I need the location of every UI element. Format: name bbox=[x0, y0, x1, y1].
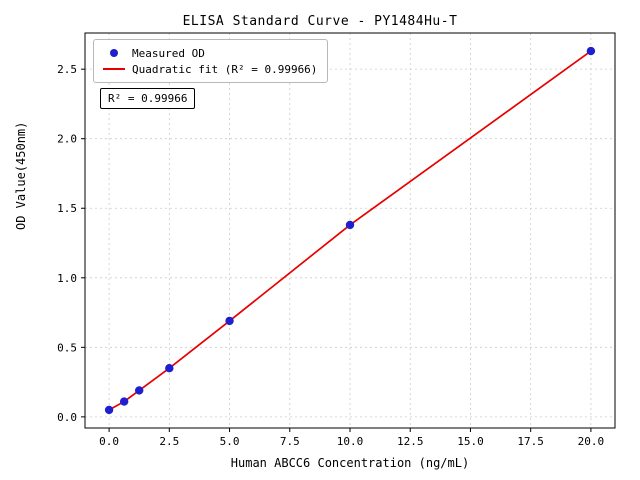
x-axis-label: Human ABCC6 Concentration (ng/mL) bbox=[230, 456, 470, 470]
y-tick-label: 1.5 bbox=[57, 202, 77, 215]
x-tick-label: 17.5 bbox=[517, 435, 544, 448]
legend-label-measured-od: Measured OD bbox=[132, 46, 205, 60]
x-tick-label: 10.0 bbox=[337, 435, 364, 448]
chart-title: ELISA Standard Curve - PY1484Hu-T bbox=[182, 14, 458, 29]
x-tick-label: 15.0 bbox=[457, 435, 484, 448]
data-point bbox=[345, 220, 355, 230]
x-tick-label: 7.5 bbox=[280, 435, 300, 448]
x-tick-label: 0.0 bbox=[99, 435, 119, 448]
x-tick-label: 2.5 bbox=[159, 435, 179, 448]
data-point bbox=[225, 316, 234, 326]
y-axis-label: OD Value(450nm) bbox=[14, 121, 28, 230]
data-point bbox=[586, 46, 596, 56]
y-tick-label: 0.5 bbox=[57, 341, 77, 354]
y-tick-label: 0.0 bbox=[57, 411, 77, 424]
data-point bbox=[165, 363, 174, 373]
x-tick-label: 5.0 bbox=[220, 435, 240, 448]
data-point bbox=[119, 397, 129, 406]
measured-od-marker-icon bbox=[110, 49, 118, 57]
r-squared-annotation: R² = 0.99966 bbox=[100, 88, 196, 109]
x-tick-label: 20.0 bbox=[578, 435, 605, 448]
y-tick-label: 1.0 bbox=[57, 272, 77, 285]
data-point bbox=[135, 386, 144, 395]
data-point bbox=[104, 405, 114, 415]
legend-item-measured-od: Measured OD bbox=[102, 45, 317, 61]
x-tick-label: 12.5 bbox=[397, 435, 424, 448]
legend-item-quadratic-fit: Quadratic fit (R² = 0.99966) bbox=[102, 61, 317, 77]
y-tick-label: 2.0 bbox=[57, 133, 77, 146]
quadratic-fit-line-icon bbox=[103, 68, 125, 70]
legend-label-quadratic-fit: Quadratic fit (R² = 0.99966) bbox=[132, 62, 318, 76]
legend: Measured OD Quadratic fit (R² = 0.99966) bbox=[93, 39, 329, 83]
y-tick-label: 2.5 bbox=[57, 63, 77, 76]
